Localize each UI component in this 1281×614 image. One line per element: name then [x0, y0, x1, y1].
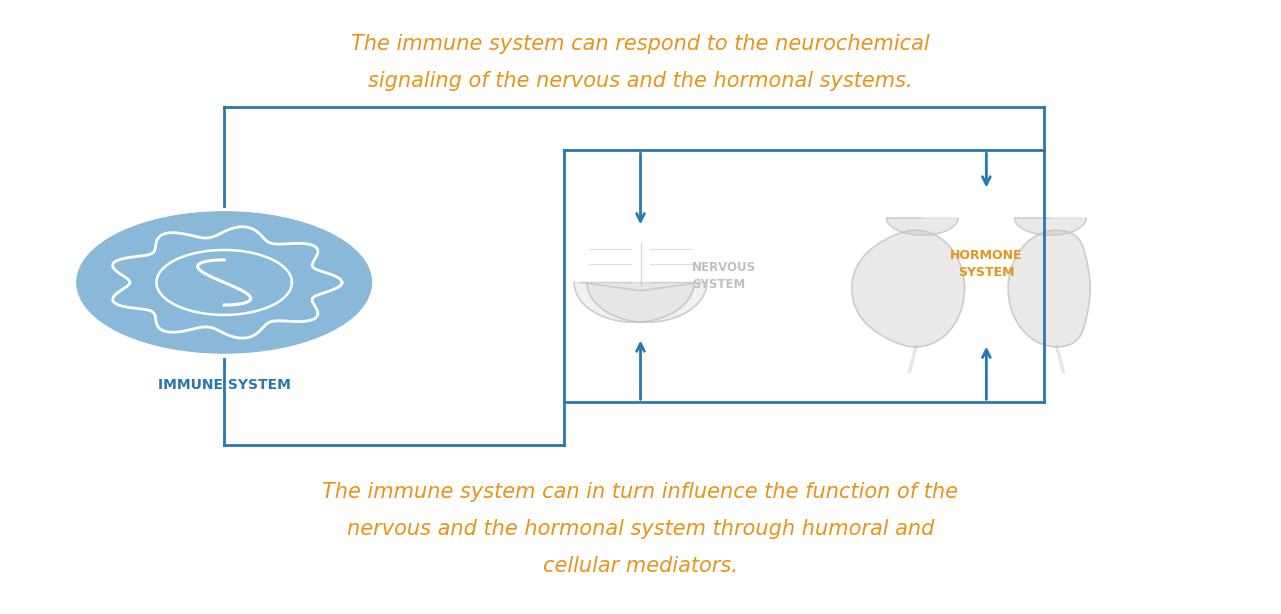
Polygon shape — [886, 218, 958, 235]
Polygon shape — [587, 282, 707, 322]
Text: IMMUNE SYSTEM: IMMUNE SYSTEM — [158, 378, 291, 392]
Circle shape — [77, 212, 371, 353]
Text: The immune system can in turn influence the function of the: The immune system can in turn influence … — [323, 482, 958, 502]
Text: HORMONE
SYSTEM: HORMONE SYSTEM — [951, 249, 1022, 279]
Text: NERVOUS
SYSTEM: NERVOUS SYSTEM — [692, 262, 756, 291]
Polygon shape — [852, 230, 965, 347]
Text: nervous and the hormonal system through humoral and: nervous and the hormonal system through … — [347, 519, 934, 539]
Text: The immune system can respond to the neurochemical: The immune system can respond to the neu… — [351, 34, 930, 54]
Text: cellular mediators.: cellular mediators. — [543, 556, 738, 576]
Polygon shape — [1008, 230, 1090, 347]
Text: signaling of the nervous and the hormonal systems.: signaling of the nervous and the hormona… — [368, 71, 913, 91]
Polygon shape — [1015, 218, 1086, 235]
Polygon shape — [574, 282, 694, 322]
